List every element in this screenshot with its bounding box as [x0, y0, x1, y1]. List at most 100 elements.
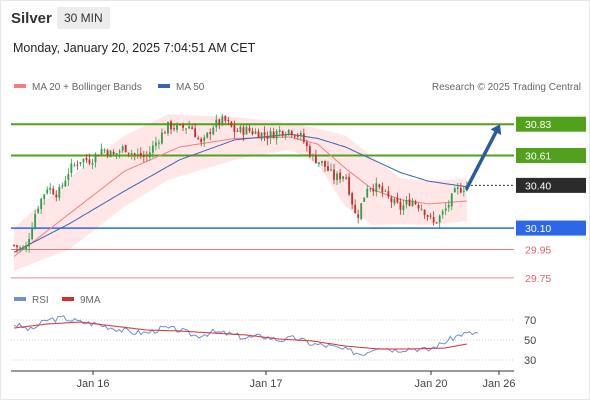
candle-body: [185, 128, 187, 130]
candle-body: [390, 197, 393, 203]
candle-body: [206, 132, 209, 138]
watermark: Research © 2025 Trading Central: [432, 82, 581, 93]
candle-body: [447, 204, 450, 208]
candle-body: [435, 222, 438, 224]
candle-body: [462, 190, 465, 192]
candle-body: [106, 150, 109, 157]
resistance-label: 30.83: [525, 119, 551, 131]
candle-body: [82, 158, 85, 163]
candle-body: [85, 157, 88, 161]
support-label-box: [516, 220, 586, 236]
candle-body: [176, 124, 178, 130]
candle-body: [348, 176, 351, 195]
rsi-tick-label: 30: [524, 355, 536, 367]
candle-body: [272, 131, 275, 139]
candle-body: [302, 133, 305, 143]
resistance-label: 30.61: [525, 151, 551, 163]
projection-arrow-head: [490, 124, 502, 135]
candle-body: [287, 129, 290, 134]
candle-body: [28, 238, 31, 247]
bollinger-band-area: [14, 114, 467, 271]
candle-body: [191, 127, 194, 130]
legend: MA 20 + Bollinger Bands MA 50 Research © 2…: [14, 82, 581, 93]
candle-body: [88, 159, 91, 164]
candle-body: [70, 163, 73, 173]
candle-body: [321, 160, 323, 163]
legend-label: MA 50: [176, 82, 205, 93]
candle-body: [67, 173, 70, 180]
candle-body: [260, 132, 263, 140]
candle-body: [308, 146, 311, 157]
candle-body: [354, 204, 357, 214]
x-tick-label: Jan 17: [249, 378, 282, 390]
candle-body: [215, 119, 218, 128]
candle-body: [43, 194, 46, 200]
rsi-ma-line: [13, 321, 467, 350]
candle-body: [441, 211, 444, 215]
candle-body: [396, 197, 399, 203]
rsi-legend-label: 9MA: [80, 295, 101, 306]
secondary-support-label: 29.75: [525, 273, 551, 285]
bollinger-band: [14, 114, 467, 271]
candle-body: [432, 217, 435, 223]
candle-body: [167, 121, 169, 134]
candle-body: [212, 127, 215, 135]
candle-body: [444, 208, 447, 211]
candle-body: [324, 160, 326, 167]
candle-body: [133, 153, 136, 155]
candle-body: [139, 152, 142, 157]
candle-body: [49, 187, 52, 190]
candle-body: [200, 138, 203, 143]
support-label: 30.10: [525, 223, 551, 235]
candle-body: [414, 201, 417, 205]
candle-body: [182, 125, 184, 128]
candles: [13, 113, 468, 253]
candle-body: [58, 186, 61, 198]
instrument-symbol: Silver: [11, 10, 52, 27]
candle-body: [100, 148, 103, 155]
x-tick-label: Jan 26: [482, 378, 515, 390]
candle-body: [369, 188, 372, 190]
candle-body: [248, 127, 251, 132]
candle-body: [330, 169, 332, 171]
candle-body: [170, 121, 172, 130]
candle-body: [242, 127, 245, 135]
rsi-legend-label: RSI: [32, 295, 49, 306]
candle-body: [311, 154, 314, 157]
candle-body: [34, 213, 37, 229]
resistance-label-box: [516, 116, 586, 132]
candle-body: [224, 115, 227, 121]
candle-body: [124, 145, 127, 153]
candle-body: [173, 128, 175, 130]
candle-body: [263, 132, 266, 136]
rsi-tick-label: 70: [524, 315, 536, 327]
candle-body: [179, 124, 181, 126]
candle-body: [372, 188, 375, 192]
timeframe-badge[interactable]: 30 MIN: [57, 7, 110, 29]
chart-datetime: Monday, January 20, 2025 7:04:51 AM CET: [13, 41, 256, 55]
candle-body: [61, 185, 64, 187]
candle-body: [136, 154, 139, 156]
candle-body: [221, 116, 224, 125]
candle-body: [158, 142, 160, 144]
candle-body: [453, 188, 456, 193]
candle-body: [209, 132, 212, 134]
candle-body: [52, 188, 55, 195]
candle-body: [233, 125, 236, 132]
rsi-panel: RSI 9MA 70 50 30: [11, 295, 536, 367]
candle-body: [399, 201, 402, 210]
candle-body: [194, 128, 197, 138]
candle-body: [269, 131, 272, 139]
candle-body: [142, 156, 145, 158]
candle-body: [46, 189, 49, 194]
candle-body: [79, 162, 82, 164]
candle-body: [161, 132, 163, 144]
candle-body: [94, 153, 97, 163]
candle-body: [426, 215, 429, 217]
secondary-support-label: 29.95: [525, 244, 551, 256]
legend-swatch: [14, 84, 26, 88]
candle-body: [76, 164, 79, 166]
candle-body: [103, 149, 106, 151]
candle-body: [375, 183, 378, 193]
